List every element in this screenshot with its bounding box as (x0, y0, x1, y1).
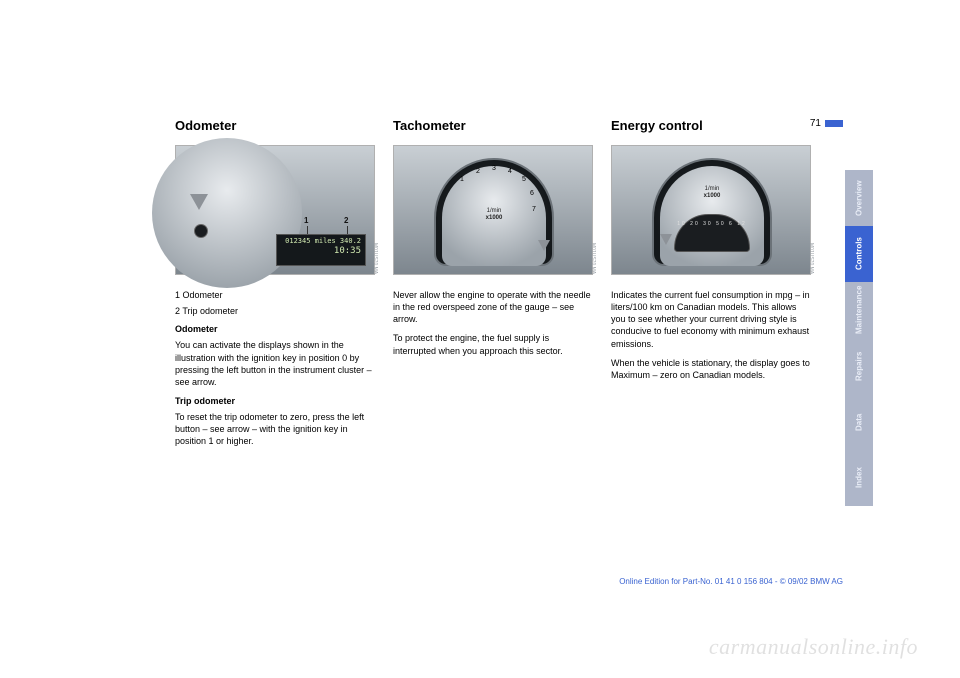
odometer-para-2: To reset the trip odometer to zero, pres… (175, 411, 375, 447)
tab-maintenance[interactable]: Maintenance (845, 282, 873, 338)
subheading-trip-odometer: Trip odometer (175, 395, 375, 407)
heading-energy-control: Energy control (611, 118, 811, 133)
tachometer-para-2: To protect the engine, the fuel supply i… (393, 332, 593, 356)
tachometer-para-1: Never allow the engine to operate with t… (393, 289, 593, 325)
footer-text: Online Edition for Part-No. 01 41 0 156 … (619, 577, 843, 586)
callout-1: 1 (304, 216, 308, 225)
legend-2: 2 Trip odometer (175, 305, 375, 317)
column-tachometer: Tachometer 1/min x1000 1 2 3 4 5 6 7 (393, 118, 593, 455)
odometer-readout: 012345 miles 340.2 10:35 (276, 234, 366, 266)
watermark: carmanualsonline.info (709, 634, 918, 660)
page-number: 71 (810, 118, 843, 129)
energy-para-1: Indicates the current fuel consumption i… (611, 289, 811, 350)
tab-data[interactable]: Data (845, 394, 873, 450)
odometer-para-1: You can activate the displays shown in t… (175, 339, 375, 388)
tab-overview[interactable]: Overview (845, 170, 873, 226)
heading-odometer: Odometer (175, 118, 375, 133)
column-energy-control: Energy control 1/min x1000 10 20 30 50 6… (611, 118, 811, 455)
tachometer-image: 1/min x1000 1 2 3 4 5 6 7 M01US70 MA (393, 145, 593, 275)
energy-para-2: When the vehicle is stationary, the disp… (611, 357, 811, 381)
heading-tachometer: Tachometer (393, 118, 593, 133)
subheading-odometer: Odometer (175, 323, 375, 335)
tab-repairs[interactable]: Repairs (845, 338, 873, 394)
callout-2: 2 (344, 216, 348, 225)
tab-index[interactable]: Index (845, 450, 873, 506)
tab-controls[interactable]: Controls (845, 226, 873, 282)
legend-1: 1 Odometer (175, 289, 375, 301)
column-odometer: Odometer 1 2 012345 miles 340.2 10:35 M0… (175, 118, 375, 455)
side-tabs: Overview Controls Maintenance Repairs Da… (845, 170, 873, 506)
odometer-image: 1 2 012345 miles 340.2 10:35 M01US70 MA (175, 145, 375, 275)
energy-control-image: 1/min x1000 10 20 30 50 6 12 M01US70 MA (611, 145, 811, 275)
